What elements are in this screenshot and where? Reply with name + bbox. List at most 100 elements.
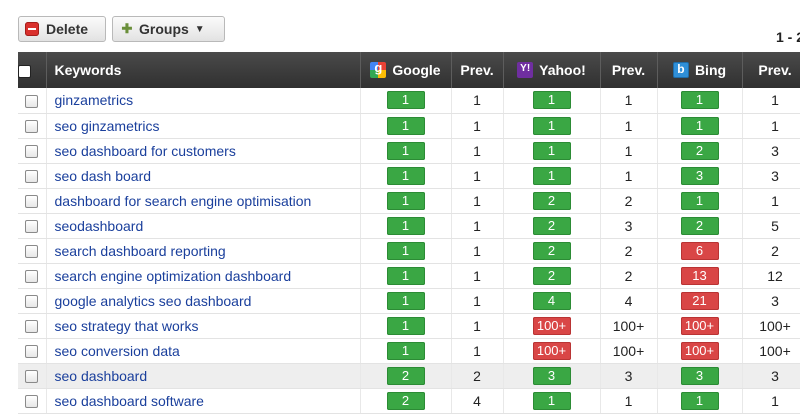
yahoo-prev-column-header[interactable]: Prev. [600,52,658,88]
row-checkbox[interactable] [25,295,39,309]
select-all-header [18,52,47,88]
bing-column-header[interactable]: Bing [657,52,743,88]
yahoo-prev-rank: 1 [600,163,658,189]
google-prev-rank: 1 [451,288,504,314]
keyword-link[interactable]: seo ginzametrics [54,117,160,134]
row-select-cell [18,238,47,264]
bing-header-label: Bing [694,62,727,78]
keyword-cell: ginzametrics [46,88,361,114]
bing-prev-column-header[interactable]: Prev. [742,52,800,88]
yahoo-rank-cell: 1 [503,138,601,164]
yahoo-rank-badge: 4 [532,291,571,310]
keyword-link[interactable]: dashboard for search engine optimisation [54,192,312,209]
row-checkbox[interactable] [25,120,39,134]
bing-rank-badge: 100+ [680,316,719,335]
bing-prev-rank: 3 [742,288,800,314]
bing-rank-cell: 13 [657,263,743,289]
keyword-cell: seo dashboard [46,363,361,389]
row-checkbox[interactable] [25,370,39,384]
row-checkbox[interactable] [25,245,39,259]
toolbar: Delete ✚ Groups ▼ 1 - 2 [0,0,800,56]
keyword-link[interactable]: seo strategy that works [54,317,199,334]
keyword-link[interactable]: seo dashboard software [54,392,204,409]
table-row: ginzametrics 1 1 1 1 1 1 [18,88,800,114]
keyword-cell: seo dashboard for customers [46,138,361,164]
keyword-cell: seo dashboard software [46,388,361,414]
yahoo-rank-cell: 1 [503,113,601,139]
table-row: google analytics seo dashboard 1 1 4 4 21 3 [18,288,800,314]
keyword-link[interactable]: seo conversion data [54,342,180,359]
google-rank-badge: 1 [386,116,425,135]
delete-button[interactable]: Delete [18,16,106,42]
keyword-link[interactable]: seo dashboard for customers [54,142,236,159]
bing-prev-rank: 12 [742,263,800,289]
row-select-cell [18,113,47,139]
groups-button[interactable]: ✚ Groups ▼ [112,16,225,42]
bing-icon [672,62,689,78]
keyword-link[interactable]: search engine optimization dashboard [54,267,292,284]
row-select-cell [18,338,47,364]
google-prev-rank: 1 [451,113,504,139]
row-checkbox[interactable] [25,95,39,109]
row-checkbox[interactable] [25,345,39,359]
bing-rank-badge: 3 [680,366,719,385]
bing-rank-badge: 13 [680,266,719,285]
yahoo-prev-rank: 1 [600,138,658,164]
row-select-cell [18,288,47,314]
google-rank-badge: 2 [386,366,425,385]
yahoo-rank-badge: 2 [532,216,571,235]
google-rank-badge: 1 [386,266,425,285]
delete-icon [25,22,39,36]
keywords-column-header[interactable]: Keywords [46,52,361,88]
bing-rank-cell: 1 [657,113,743,139]
keyword-link[interactable]: seo dashboard [54,367,148,384]
keyword-link[interactable]: search dashboard reporting [54,242,226,259]
keyword-link[interactable]: google analytics seo dashboard [54,292,252,309]
row-checkbox[interactable] [25,170,39,184]
google-prev-rank: 1 [451,338,504,364]
bing-prev-rank: 100+ [742,313,800,339]
google-header-label: Google [392,62,441,78]
google-rank-cell: 2 [360,388,452,414]
row-checkbox[interactable] [25,270,39,284]
keyword-cell: google analytics seo dashboard [46,288,361,314]
yahoo-rank-badge: 1 [532,91,571,110]
google-rank-cell: 1 [360,288,452,314]
table-row: seo dashboard software 2 4 1 1 1 1 [18,388,800,414]
delete-button-label: Delete [46,21,89,37]
google-prev-rank: 1 [451,88,504,114]
keyword-cell: seo ginzametrics [46,113,361,139]
google-rank-cell: 1 [360,113,452,139]
google-prev-rank: 1 [451,213,504,239]
keyword-link[interactable]: ginzametrics [54,92,134,109]
row-checkbox[interactable] [25,195,39,209]
google-rank-badge: 1 [386,291,425,310]
bing-rank-badge: 1 [680,191,719,210]
yahoo-rank-cell: 3 [503,363,601,389]
google-rank-badge: 1 [386,216,425,235]
table-body: ginzametrics 1 1 1 1 1 1 seo ginzametrics 1 1 1 1 1 1… [18,88,800,414]
row-select-cell [18,363,47,389]
yahoo-column-header[interactable]: Yahoo! [503,52,601,88]
row-checkbox[interactable] [25,220,39,234]
row-checkbox[interactable] [25,320,39,334]
google-prev-column-header[interactable]: Prev. [451,52,504,88]
row-select-cell [18,388,47,414]
row-checkbox[interactable] [25,395,39,409]
google-rank-cell: 1 [360,313,452,339]
row-checkbox[interactable] [25,145,39,159]
row-select-cell [18,88,47,114]
keyword-cell: seo strategy that works [46,313,361,339]
keyword-link[interactable]: seo dash board [54,167,152,184]
bing-prev-rank: 5 [742,213,800,239]
bing-rank-badge: 3 [680,166,719,185]
google-rank-cell: 1 [360,163,452,189]
select-all-checkbox[interactable] [18,64,31,78]
yahoo-rank-cell: 2 [503,213,601,239]
google-column-header[interactable]: Google [360,52,452,88]
table-row: seo dash board 1 1 1 1 3 3 [18,163,800,189]
row-select-cell [18,138,47,164]
google-prev-rank: 1 [451,263,504,289]
keyword-link[interactable]: seodashboard [54,217,144,234]
bing-rank-badge: 1 [680,91,719,110]
